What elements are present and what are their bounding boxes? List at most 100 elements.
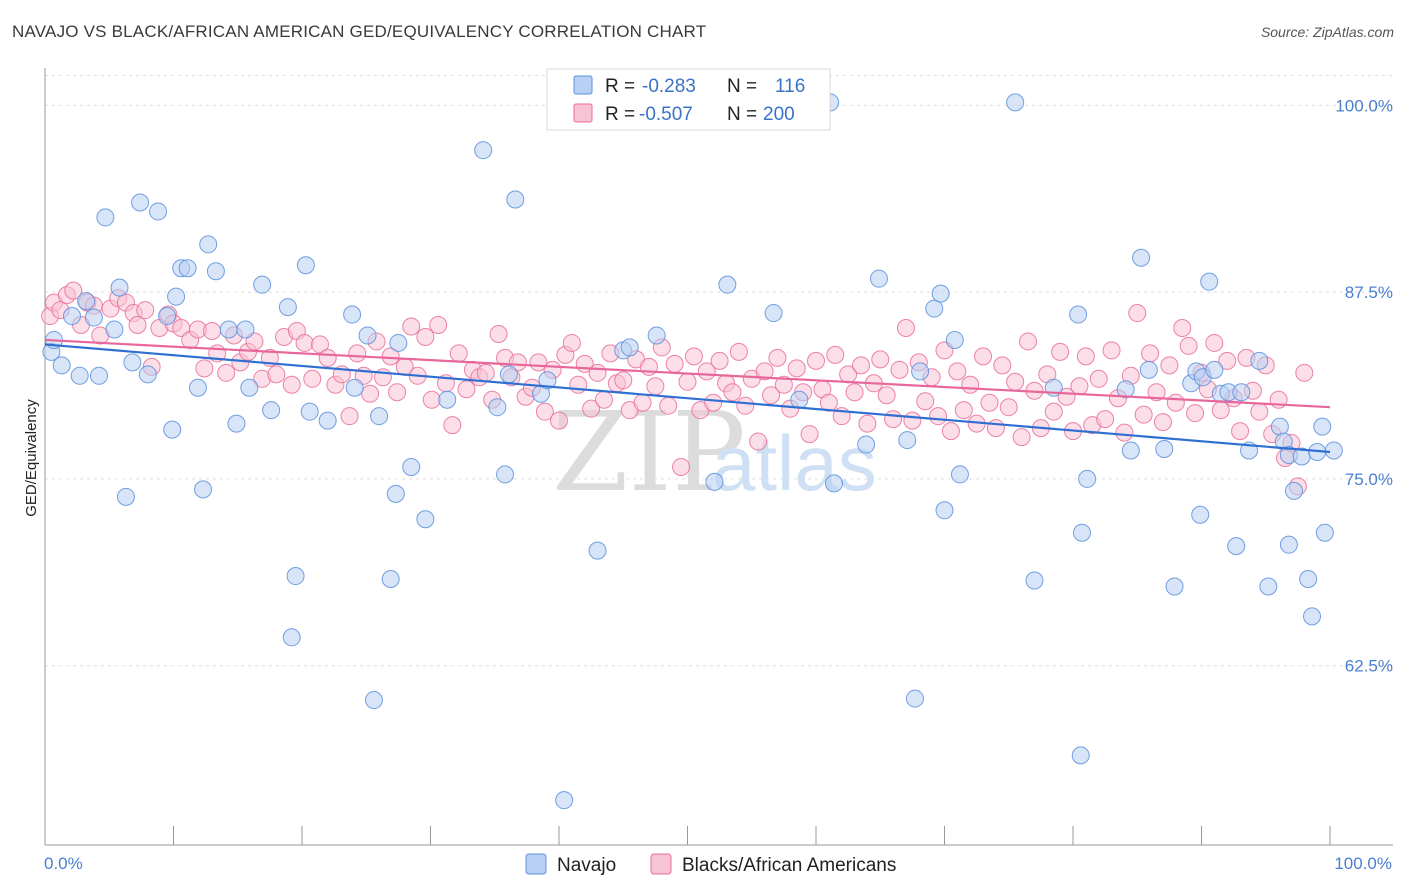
legend-swatch-blacks [573,103,593,123]
blacks-point-107 [768,348,787,367]
navajo-point-29 [253,275,272,294]
blacks-point-92 [672,457,691,476]
blacks-point-4 [64,281,83,300]
navajo-point-56 [588,541,607,560]
legend-box [546,68,831,131]
blacks-point-59 [457,380,476,399]
y-axis-label: GED/Equivalency [23,399,40,517]
navajo-point-84 [1078,469,1097,488]
blacks-point-169 [1166,393,1185,412]
blacks-point-168 [1160,356,1179,375]
blacks-point-34 [282,375,301,394]
blacks-point-113 [807,351,825,370]
blacks-point-146 [1019,332,1038,351]
blacks-point-37 [303,369,322,388]
blacks-point-145 [1012,428,1031,447]
navajo-point-58 [620,338,639,357]
navajo-point-102 [1250,351,1269,370]
blacks-point-105 [755,362,774,381]
blacks-point-48 [381,347,400,366]
blacks-point-189 [1295,363,1314,382]
navajo-point-16 [158,307,177,326]
navajo-point-104 [1270,417,1289,436]
blacks-point-115 [819,393,838,412]
navajo-point-32 [282,628,301,647]
blacks-point-182 [1250,402,1269,421]
bottom-legend-label-blacks: Blacks/African Americans [682,855,896,876]
navajo-point-107 [1279,535,1298,554]
navajo-point-11 [116,487,135,506]
x-tick-label-max: 100.0% [1334,854,1392,873]
navajo-point-31 [278,298,297,317]
navajo-point-34 [296,256,315,275]
blacks-point-75 [562,333,581,352]
y-tick-labels: 62.5% 75.0% 87.5% 100.0% [1335,96,1393,675]
y-tick-label-1: 75.0% [1345,470,1393,489]
axes [44,68,1393,846]
navajo-point-41 [370,407,389,426]
y-tick-label-0: 62.5% [1345,657,1393,676]
trend-line-blacks [44,338,1331,409]
navajo-point-20 [178,259,197,278]
y-tick-label-3: 100.0% [1335,96,1393,115]
blacks-point-108 [774,375,793,394]
blacks-point-165 [1141,344,1160,363]
navajo-point-30 [262,401,281,420]
x-tick-label-min: 0.0% [44,854,83,873]
blacks-point-100 [723,383,742,402]
trend-lines [44,338,1331,454]
bottom-legend: Navajo Blacks/African Americans [525,853,896,876]
blacks-point-94 [684,347,703,366]
legend-r-value-blacks: -0.507 [639,104,693,125]
navajo-point-103 [1259,577,1278,596]
navajo-point-62 [718,275,737,294]
blacks-point-151 [1051,342,1070,361]
navajo-point-89 [1155,440,1174,459]
navajo-point-72 [911,362,930,381]
blacks-point-123 [871,350,890,369]
legend-swatch-navajo [573,75,593,95]
navajo-point-79 [1025,571,1044,590]
navajo-point-36 [318,411,337,430]
blacks-point-106 [762,386,781,405]
navajo-point-96 [1205,360,1224,379]
navajo-point-44 [389,333,408,352]
navajo-point-59 [647,326,666,345]
navajo-point-77 [950,465,969,484]
watermark-atlas: atlas [712,419,877,507]
bottom-legend-swatch-navajo [525,853,547,875]
navajo-point-15 [149,202,168,221]
navajo-point-47 [438,390,457,409]
navajo-point-71 [905,689,924,708]
blacks-point-49 [388,383,407,402]
blacks-point-32 [267,365,286,384]
blacks-point-141 [986,419,1005,438]
navajo-point-114 [1324,441,1343,460]
navajo-point-88 [1139,360,1158,379]
navajo-point-39 [358,326,377,345]
blacks-point-71 [535,402,554,421]
blacks-point-155 [1076,347,1095,366]
blacks-point-159 [1102,341,1121,360]
navajo-point-74 [931,284,950,303]
blacks-point-45 [361,384,380,403]
blacks-point-158 [1096,410,1115,429]
navajo-point-52 [506,190,525,209]
legend-n-label-blacks: N = [727,104,757,125]
blacks-point-121 [858,414,877,433]
blacks-point-172 [1186,404,1205,423]
navajo-point-9 [105,320,124,339]
navajo-point-86 [1121,441,1140,460]
blacks-point-128 [903,411,922,430]
navajo-point-8 [96,208,115,227]
navajo-point-90 [1165,577,1184,596]
legend-r-value-navajo: -0.283 [642,76,696,97]
navajo-point-42 [381,570,400,589]
navajo-point-48 [474,141,493,160]
legend: R = -0.283 N = 116 R = -0.507 N = 200 [546,68,831,131]
blacks-point-14 [136,301,155,320]
navajo-point-14 [138,365,157,384]
navajo-point-63 [764,304,783,323]
navajo-point-12 [123,353,142,372]
legend-n-value-navajo: 116 [775,76,805,97]
